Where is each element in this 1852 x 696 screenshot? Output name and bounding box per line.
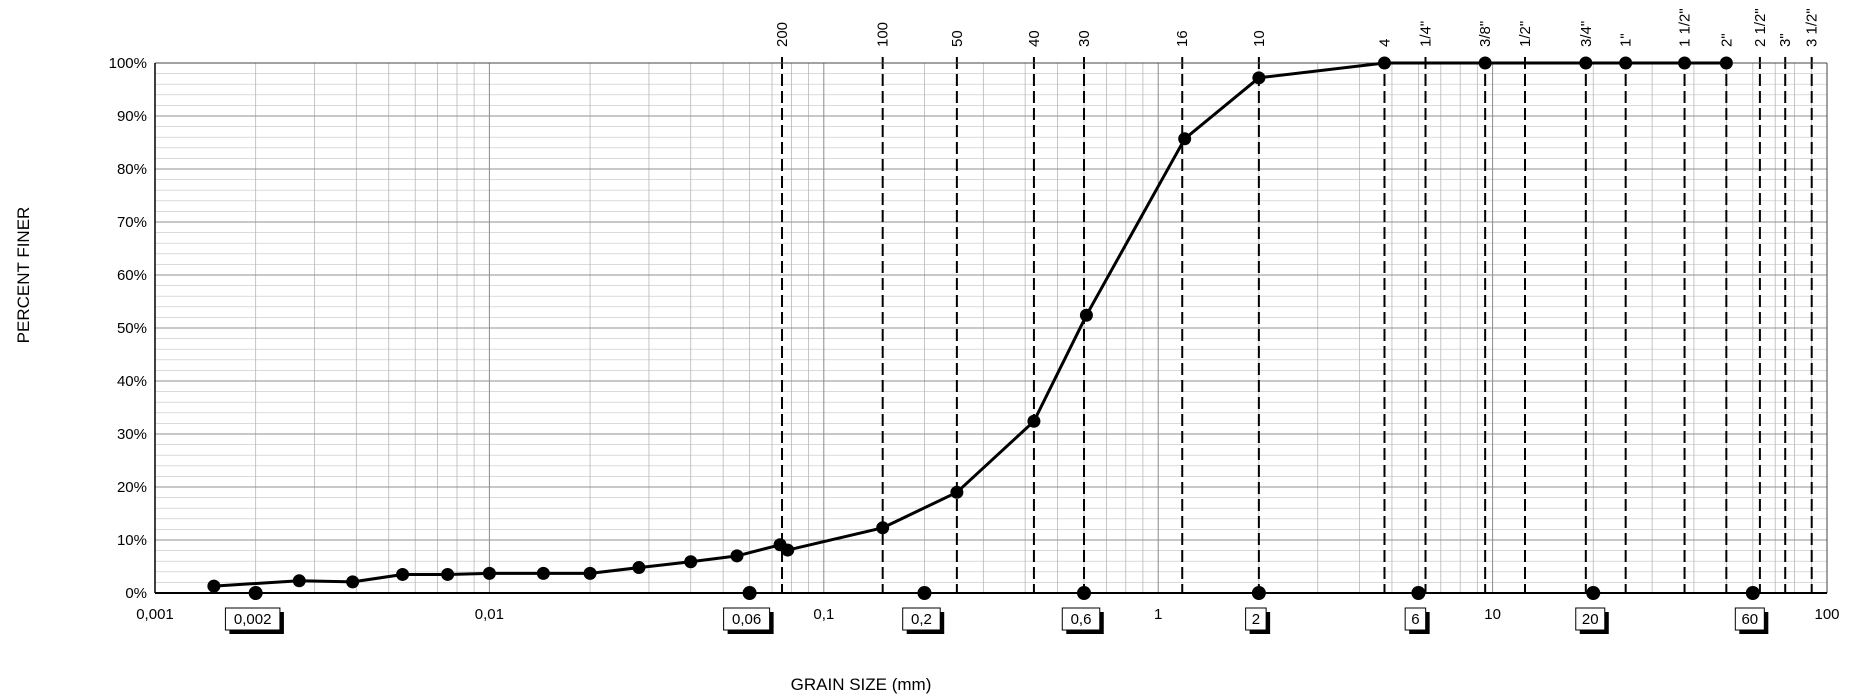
data-point [1027, 414, 1041, 428]
y-axis-tick-labels: 0% 10% 20% 30% 40% 50% 60% 70% 80% 90% 100% [109, 55, 147, 602]
boundary-label-box [1245, 607, 1267, 631]
sieve-label: 3 1/2" [1804, 8, 1821, 47]
boundary-label: 0,002 [234, 611, 272, 628]
boundary-dot [742, 586, 757, 600]
y-tick-label: 90% [117, 108, 147, 125]
boundary-label-box [224, 607, 281, 631]
boundary-label: 20 [1582, 611, 1599, 628]
sieve-label: 1/2" [1517, 21, 1534, 47]
y-tick-label: 0% [125, 585, 147, 602]
y-tick-label: 40% [117, 373, 147, 390]
data-point [684, 555, 698, 569]
boundary-label-box [723, 607, 771, 631]
data-point [292, 574, 306, 588]
boundary-label: 0,06 [732, 611, 761, 628]
sieve-label: 50 [949, 30, 966, 47]
data-point [1619, 56, 1633, 70]
x-axis-title: GRAIN SIZE (mm) [791, 675, 932, 694]
boundary-label-box [1061, 607, 1101, 631]
boundary-markers: 0,002 0,06 0,2 0,6 2 6 20 60 [224, 586, 1769, 634]
sieve-label: 3/8" [1477, 21, 1494, 47]
data-point [1579, 56, 1593, 70]
data-point [1719, 56, 1733, 70]
boundary-dot [1251, 586, 1266, 600]
boundary-dot [1745, 586, 1760, 600]
data-point [1178, 132, 1192, 146]
sieve-label: 30 [1076, 30, 1093, 47]
boundary-label: 2 [1252, 611, 1260, 628]
x-tick-label: 1 [1154, 606, 1162, 623]
y-tick-label: 100% [109, 55, 147, 72]
x-tick-label: 0,01 [475, 606, 504, 623]
sieve-label: 200 [774, 22, 791, 47]
boundary-dot [917, 586, 932, 600]
boundary-label-box [902, 607, 941, 631]
sieve-label: 100 [875, 22, 892, 47]
boundary-label: 6 [1411, 611, 1419, 628]
sieve-label: 3" [1777, 33, 1794, 47]
data-point [1678, 56, 1692, 70]
boundary-label: 60 [1741, 611, 1758, 628]
data-point [1377, 56, 1391, 70]
data-point [781, 543, 795, 557]
data-point [441, 567, 455, 581]
boundary-dot [1077, 586, 1092, 600]
x-axis-tick-labels: 0,001 0,01 0,1 1 10 100 [136, 606, 1839, 623]
y-tick-label: 50% [117, 320, 147, 337]
sieve-label: 2 1/2" [1752, 8, 1769, 47]
boundary-label-box [1575, 607, 1606, 631]
data-point [482, 566, 496, 580]
boundary-label: 0,2 [911, 611, 932, 628]
x-tick-label: 0,001 [136, 606, 174, 623]
sieve-label: 4 [1376, 39, 1393, 47]
boundary-dot [248, 586, 263, 600]
y-tick-label: 60% [117, 267, 147, 284]
x-tick-label: 100 [1814, 606, 1839, 623]
sieve-label: 1 1/2" [1677, 8, 1694, 47]
sieve-label: 2" [1718, 33, 1735, 47]
data-point [536, 566, 550, 580]
sieve-lines [781, 57, 1813, 593]
data-point [1252, 71, 1266, 85]
y-tick-label: 20% [117, 479, 147, 496]
data-point [396, 567, 410, 581]
y-axis-title: PERCENT FINER [14, 207, 33, 344]
boundary-dot [1586, 586, 1601, 600]
boundary-label: 0,6 [1071, 611, 1092, 628]
data-point [583, 566, 597, 580]
y-tick-label: 70% [117, 214, 147, 231]
sieve-label: 10 [1251, 30, 1268, 47]
data-point [950, 485, 964, 499]
sieve-label: 1/4" [1417, 21, 1434, 47]
data-point [346, 575, 360, 589]
sieve-labels: 200 100 50 40 30 16 10 4 1/4" 3/8" 1/2" 3/4" 1" 1 1/2… [774, 8, 1821, 47]
x-tick-label: 10 [1484, 606, 1501, 623]
sieve-label: 16 [1174, 30, 1191, 47]
x-tick-label: 0,1 [813, 606, 834, 623]
data-point [876, 521, 890, 535]
y-tick-label: 30% [117, 426, 147, 443]
y-tick-label: 80% [117, 161, 147, 178]
data-point [207, 579, 221, 593]
y-tick-label: 10% [117, 532, 147, 549]
data-point [1079, 308, 1093, 322]
data-point [1478, 56, 1492, 70]
data-point [730, 549, 744, 563]
data-point [632, 561, 646, 575]
boundary-dot [1411, 586, 1426, 600]
sieve-label: 1" [1618, 33, 1635, 47]
gradation-series [207, 56, 1733, 593]
boundary-label-box [1404, 607, 1427, 631]
sieve-label: 40 [1026, 30, 1043, 47]
boundary-label-box [1734, 607, 1765, 631]
sieve-label: 3/4" [1578, 21, 1595, 47]
